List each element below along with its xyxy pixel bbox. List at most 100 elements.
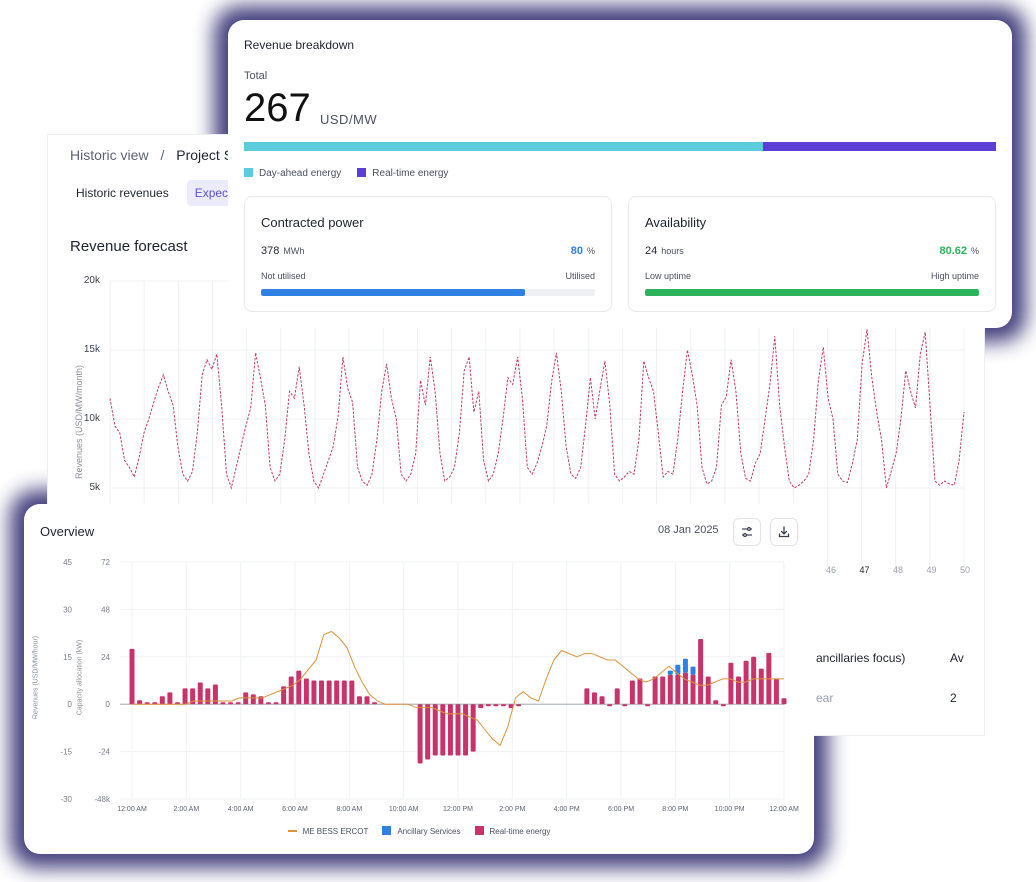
x-tick-label: 12:00 PM [443, 806, 473, 813]
real-time-bar [720, 704, 726, 707]
real-time-bar [485, 704, 491, 707]
overview-legend: ME BESS ERCOT Ancillary Services Real-ti… [24, 826, 814, 836]
high-uptime-label: High uptime [930, 271, 979, 281]
real-time-bar [250, 694, 256, 705]
real-time-bar [228, 702, 234, 705]
y-tick-label: 10k [83, 413, 100, 424]
left-tick-label: 0 [68, 700, 73, 709]
download-button[interactable] [770, 518, 798, 546]
day-ahead-segment [244, 142, 763, 151]
right-tick-label: -24 [98, 748, 110, 757]
real-time-bar [235, 702, 241, 705]
y-tick-label: 5k [89, 482, 100, 493]
contracted-power-percent: 80% [571, 245, 595, 257]
value-unit: hours [661, 246, 684, 256]
breadcrumb-parent[interactable]: Historic view [70, 147, 149, 163]
real-time-bar [364, 696, 370, 705]
real-time-bar [273, 702, 279, 705]
x-tick-label: 47 [859, 565, 869, 575]
real-time-bar [584, 688, 590, 705]
right-axis-label: Capacity allocation (kW) [76, 639, 84, 716]
contracted-power-title: Contracted power [261, 215, 364, 230]
real-time-bar [197, 682, 203, 705]
real-time-bar [334, 680, 340, 705]
percent-unit: % [586, 246, 595, 256]
utilised-label: Utilised [565, 271, 595, 281]
utilisation-progress [261, 289, 595, 296]
real-time-bar [356, 696, 362, 705]
real-time-bar [591, 692, 597, 705]
real-time-bar [303, 678, 309, 705]
availability-title: Availability [645, 215, 707, 230]
legend-ancillary: Ancillary Services [382, 826, 461, 836]
real-time-bar [637, 678, 643, 705]
revenue-breakdown-card: Revenue breakdown Total 267 USD/MW Day-a… [228, 20, 1012, 328]
sliders-icon [742, 526, 752, 538]
real-time-bar [349, 680, 355, 705]
real-time-bar [311, 680, 317, 705]
real-time-bar [728, 662, 734, 705]
left-tick-label: -30 [60, 795, 72, 804]
real-time-bar [751, 656, 757, 705]
value-unit: MWh [283, 246, 305, 256]
real-time-bar [220, 702, 226, 705]
real-time-bar [516, 704, 522, 707]
real-time-bar [675, 674, 681, 705]
real-time-bar [622, 704, 628, 707]
real-time-bar [372, 702, 378, 705]
legend-label: Ancillary Services [397, 827, 461, 836]
legend-real-time: Real-time energy [357, 168, 448, 179]
x-tick-label: 8:00 AM [336, 806, 362, 813]
filter-button[interactable] [733, 518, 761, 546]
percent-number: 80.62 [939, 245, 967, 257]
real-time-bar [743, 660, 749, 705]
uptime-fill [645, 289, 979, 296]
x-tick-label: 6:00 AM [282, 806, 308, 813]
availability-percent: 80.62% [939, 245, 979, 257]
left-tick-label: 15 [63, 653, 72, 662]
real-time-bar [137, 700, 143, 705]
ancillary-swatch [382, 826, 392, 835]
real-time-bar [288, 676, 294, 705]
x-tick-label: 2:00 PM [499, 806, 525, 813]
real-time-bar [455, 704, 461, 756]
revenue-breakdown-title: Revenue breakdown [244, 38, 355, 52]
real-time-bar [614, 688, 620, 705]
left-axis-label: Revenues (USD/MW/hour) [32, 635, 40, 720]
ancillary-bar [690, 666, 696, 675]
table-cell-value: 2 [950, 691, 957, 705]
real-time-bar [205, 688, 211, 705]
left-tick-label: 45 [63, 558, 72, 567]
real-time-bar [417, 704, 423, 764]
x-tick-label: 49 [926, 565, 936, 575]
legend-real-time: Real-time energy [474, 826, 550, 836]
low-uptime-label: Low uptime [645, 271, 692, 281]
x-tick-label: 4:00 AM [228, 806, 254, 813]
tab-historic-revenues[interactable]: Historic revenues [76, 186, 169, 200]
overview-card: Overview 08 Jan 2025 45 72 30 48 15 24 0 0 -15 -2… [24, 504, 814, 854]
table-cell-year: ear [816, 691, 834, 705]
legend-label: ME BESS ERCOT [302, 826, 369, 836]
value-number: 378 [261, 245, 280, 257]
value-number: 24 [645, 245, 658, 257]
right-tick-label: -48k [94, 795, 111, 804]
revenue-forecast-title: Revenue forecast [70, 238, 188, 255]
contracted-power-value: 378 MWh [261, 245, 304, 257]
day-ahead-swatch [244, 168, 253, 177]
real-time-bar [758, 668, 764, 705]
revenue-legend: Day-ahead energy Real-time energy [244, 168, 448, 179]
availability-value: 24 hours [645, 245, 684, 257]
real-time-bar [660, 676, 666, 705]
left-tick-label: 30 [63, 605, 72, 614]
not-utilised-label: Not utilised [261, 271, 306, 281]
x-tick-label: 50 [960, 565, 970, 575]
total-unit: USD/MW [320, 112, 378, 127]
real-time-bar [607, 704, 613, 707]
real-time-bar [652, 676, 658, 705]
overview-date: 08 Jan 2025 [658, 524, 719, 536]
x-tick-label: 46 [826, 565, 836, 575]
real-time-bar [190, 688, 196, 705]
real-time-bar [599, 696, 605, 705]
x-tick-label: 4:00 PM [554, 806, 580, 813]
real-time-bar [645, 704, 651, 707]
